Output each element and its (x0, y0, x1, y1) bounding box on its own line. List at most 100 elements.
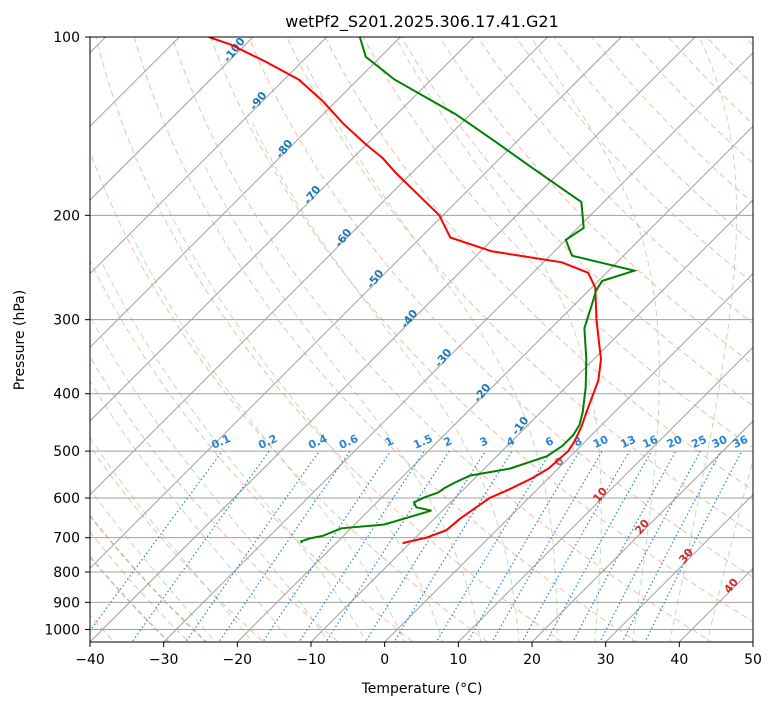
isotherm-line (90, 37, 696, 642)
mixing-ratio-label: 3 (478, 434, 490, 449)
dry-adiabat-label: -50 (364, 267, 387, 291)
y-tick-label: 1000 (44, 622, 80, 638)
moist-adiabat-line (251, 123, 520, 642)
moist-adiabat-line (90, 314, 329, 642)
x-tick-label: 0 (380, 652, 389, 668)
mixing-ratio-label: 10 (591, 433, 611, 451)
moist-adiabat-line (204, 165, 482, 642)
mixing-ratio-label: 20 (665, 433, 685, 451)
dry-adiabat-label: 10 (590, 485, 610, 505)
isotherm-line (457, 346, 753, 642)
x-tick-label: −10 (296, 652, 326, 668)
moist-adiabat-line (669, 37, 738, 642)
x-tick-label: 50 (744, 652, 762, 668)
dry-adiabat-line (90, 259, 414, 642)
mixing-ratio-label: 6 (543, 434, 556, 449)
moist-adiabat-line (90, 436, 254, 642)
dry-adiabats (90, 0, 775, 654)
dry-adiabat-line (95, 37, 564, 642)
mixing-ratio-line (621, 450, 722, 642)
mixing-ratio-label: 30 (710, 433, 730, 451)
x-tick-label: 20 (523, 652, 541, 668)
dry-adiabat-label: -100 (221, 35, 248, 65)
dry-adiabat-line (171, 37, 713, 642)
mixing-ratio-line (325, 450, 450, 642)
dry-adiabat-line (735, 0, 775, 654)
dry-adiabat-label: -30 (432, 346, 455, 370)
moist-adiabat-line (304, 61, 558, 642)
isotherms (90, 37, 753, 642)
dry-adiabat-line (90, 445, 265, 642)
x-tick-label: −20 (223, 652, 253, 668)
mixing-ratio-label: 16 (641, 433, 661, 451)
moist-adiabat-line (90, 380, 291, 642)
dry-adiabat-label: -20 (471, 381, 494, 405)
isotherm-line (90, 37, 328, 275)
moist-adiabat-line (530, 37, 660, 642)
plot-area: -100-90-80-70-60-50-40-30-20-10010203040… (90, 0, 775, 654)
x-tick-label: 30 (597, 652, 615, 668)
dry-adiabat-label: 30 (676, 546, 696, 566)
mixing-ratio-line (364, 450, 486, 642)
mixing-ratio-line (599, 450, 702, 642)
dry-adiabat-line (286, 37, 753, 534)
mixing-ratio-line (435, 450, 552, 642)
mixing-ratio-line (131, 450, 270, 642)
dry-adiabat-line (768, 0, 775, 654)
dry-adiabat-line (438, 37, 753, 366)
mixing-ratio-line (393, 450, 513, 642)
dry-adiabat-line (90, 150, 489, 642)
isotherm-line (310, 199, 753, 642)
mixing-ratio-label: 36 (731, 433, 751, 451)
dry-adiabat-line (744, 37, 753, 47)
x-tick-label: 10 (449, 652, 467, 668)
x-axis: −40 −30 −20 −10 0 10 20 30 40 50 (75, 642, 762, 668)
dry-adiabat-label: -70 (301, 183, 324, 207)
dry-adiabat-line (90, 531, 190, 642)
x-tick-label: −30 (149, 652, 179, 668)
mixing-ratio-line (262, 450, 392, 642)
dry-adiabat-label: 0 (552, 455, 567, 469)
dry-adiabat-line (90, 356, 339, 642)
dry-adiabat-label: -90 (247, 89, 270, 113)
mixing-ratio-line (545, 450, 653, 642)
dry-adiabat-line (248, 37, 753, 578)
dry-adiabat-label: -40 (398, 307, 421, 331)
dry-adiabat-line (667, 37, 753, 125)
y-tick-label: 700 (53, 531, 80, 547)
x-tick-label: −40 (75, 652, 105, 668)
mixing-ratio-line (466, 450, 580, 642)
y-tick-label: 200 (53, 208, 80, 224)
moist-adiabat-line (90, 488, 216, 642)
y-axis: 1000 900 800 700 600 500 400 300 200 100 (44, 30, 90, 638)
moist-adiabats (90, 37, 753, 642)
dry-adiabat-line (362, 37, 753, 449)
y-tick-label: 500 (53, 444, 80, 460)
isotherm-line (752, 641, 753, 642)
isotherm-line (163, 51, 753, 642)
mixing-ratio-label: 2 (442, 434, 454, 449)
y-tick-label: 300 (53, 313, 80, 329)
dry-adiabat-line (702, 0, 775, 654)
moist-adiabat-line (164, 201, 444, 642)
y-tick-label: 400 (53, 387, 80, 403)
isotherm-line (90, 37, 475, 422)
isotherm-line (236, 125, 753, 642)
mixing-ratio-label: 13 (618, 433, 637, 451)
isotherm-line (90, 37, 254, 201)
moist-adiabat-line (706, 457, 753, 642)
chart-title: wetPf2_S201.2025.306.17.41.G21 (285, 12, 559, 32)
mixing-ratio-line (491, 450, 603, 642)
y-tick-label: 800 (53, 565, 80, 581)
isotherm-line (678, 567, 753, 642)
isotherm-line (531, 420, 753, 642)
dry-adiabat-label: 40 (721, 576, 741, 596)
y-axis-label: Pressure (hPa) (12, 290, 28, 390)
dewpoint-series-line (300, 37, 639, 544)
temperature-series-line (208, 37, 603, 545)
moist-adiabat-line (101, 262, 367, 642)
isotherm-line (90, 37, 622, 570)
plot-frame (89, 36, 754, 643)
isobars (90, 37, 753, 630)
